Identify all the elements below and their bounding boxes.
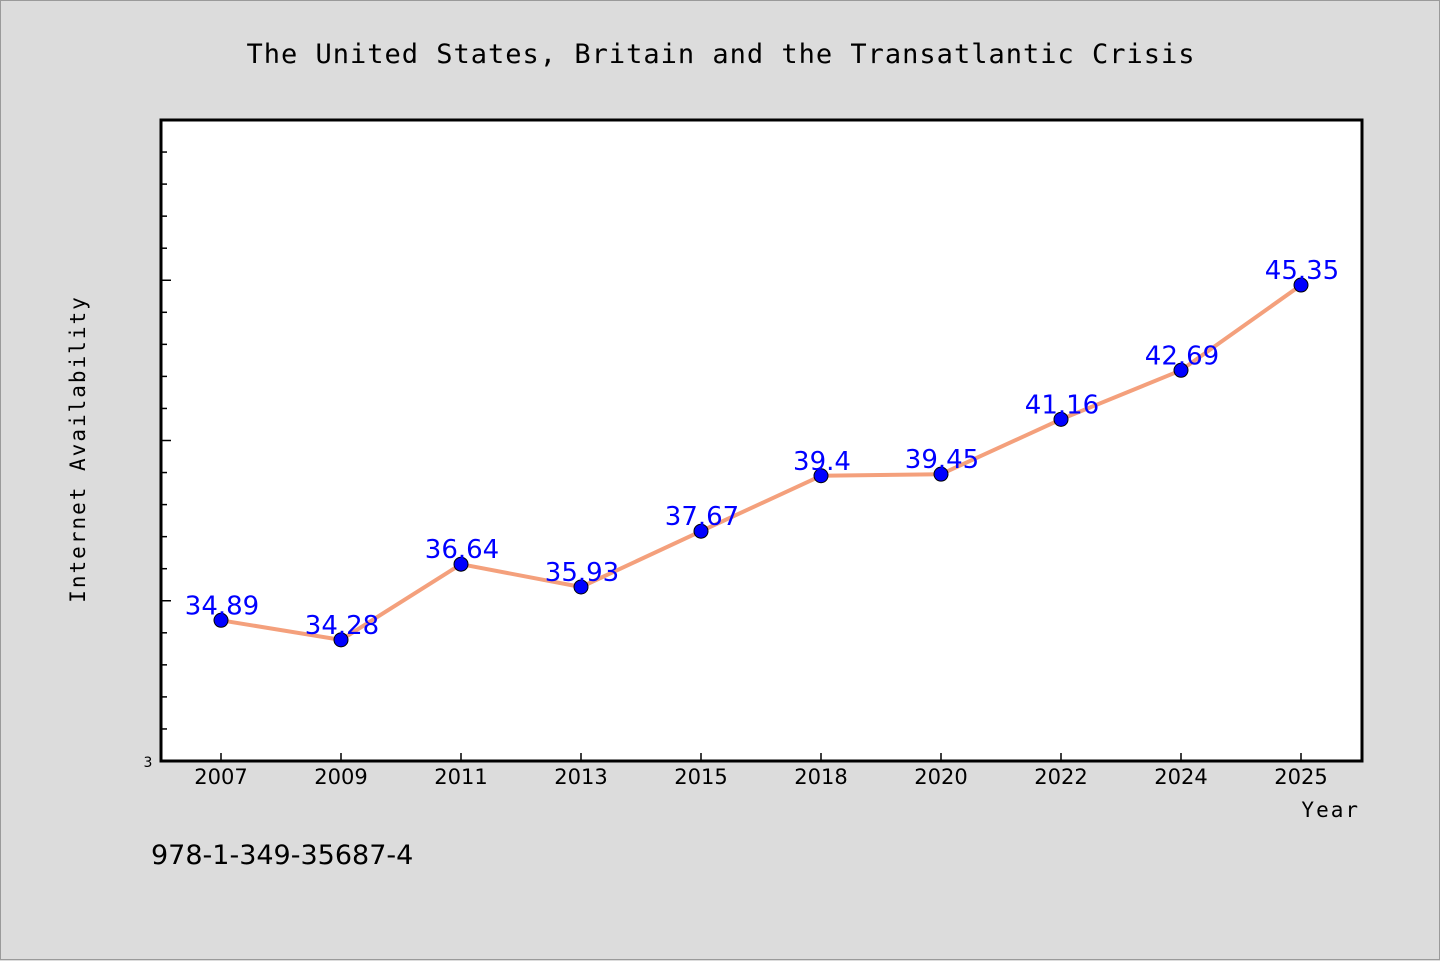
x-tick-label: 2020 bbox=[914, 765, 967, 789]
y-axis-min-label: 3 bbox=[144, 755, 153, 771]
x-tick-label: 2025 bbox=[1274, 765, 1327, 789]
y-axis-label: Internet Availability bbox=[66, 295, 90, 603]
data-label: 41.16 bbox=[1025, 390, 1099, 420]
isbn-caption: 978-1-349-35687-4 bbox=[151, 840, 413, 871]
data-point bbox=[573, 579, 589, 595]
data-point bbox=[1053, 411, 1069, 427]
x-tick-label: 2024 bbox=[1154, 765, 1207, 789]
data-label: 39.45 bbox=[905, 445, 979, 475]
x-axis-tick-labels: 2007 2009 2011 2013 2015 2018 2020 2022 2024 2025 bbox=[194, 765, 1327, 789]
x-tick-label: 2011 bbox=[434, 765, 487, 789]
data-label: 34.89 bbox=[185, 591, 259, 621]
data-label: 45.35 bbox=[1265, 256, 1339, 286]
plot-area bbox=[159, 118, 1364, 763]
data-point bbox=[333, 632, 349, 648]
data-point bbox=[453, 556, 469, 572]
data-label: 34.28 bbox=[305, 611, 379, 641]
data-label: 35.93 bbox=[545, 558, 619, 588]
data-point bbox=[813, 468, 829, 484]
y-axis-ticks bbox=[161, 151, 171, 762]
series-line bbox=[219, 283, 1303, 642]
x-tick-label: 2007 bbox=[194, 765, 247, 789]
x-tick-label: 2009 bbox=[314, 765, 367, 789]
x-tick-label: 2013 bbox=[554, 765, 607, 789]
data-label: 39.4 bbox=[793, 447, 851, 477]
x-axis-label: Year bbox=[1301, 798, 1360, 822]
data-point bbox=[1293, 277, 1309, 293]
data-point bbox=[693, 523, 709, 539]
x-tick-label: 2015 bbox=[674, 765, 727, 789]
data-label: 42.69 bbox=[1145, 341, 1219, 371]
data-point bbox=[213, 612, 229, 628]
data-label: 37.67 bbox=[665, 502, 739, 532]
data-label: 36.64 bbox=[425, 535, 499, 565]
chart-title: The United States, Britain and the Trans… bbox=[246, 39, 1195, 70]
series-layer: 34.89 34.28 36.64 35.93 37.67 39.4 39.45 41.16 4… bbox=[185, 256, 1339, 648]
x-axis-ticks bbox=[220, 753, 1302, 761]
data-point bbox=[1173, 362, 1189, 378]
data-point bbox=[933, 466, 949, 482]
x-tick-label: 2022 bbox=[1034, 765, 1087, 789]
x-tick-label: 2018 bbox=[794, 765, 847, 789]
